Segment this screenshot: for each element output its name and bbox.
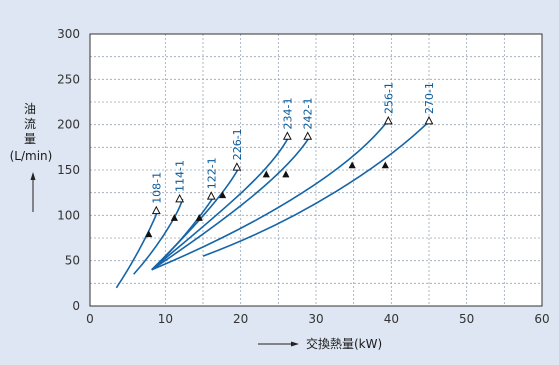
y-tick-label: 150: [57, 163, 80, 177]
series-markers: [145, 115, 434, 238]
series-marker-filled-122-1: [195, 214, 203, 221]
series-marker-open-114-1: [175, 193, 185, 203]
series-marker-open-234-1: [282, 131, 292, 140]
series-marker-filled-242-1: [282, 170, 290, 178]
series-marker-open-256-1: [383, 115, 393, 125]
series-line-270-1: [202, 119, 432, 257]
series-line-234-1: [151, 136, 290, 271]
series-marker-open-270-1: [424, 115, 434, 125]
series-label-256-1: 256-1: [382, 82, 395, 114]
series-label-108-1: 108-1: [150, 172, 163, 204]
series-line-256-1: [151, 119, 389, 271]
series-marker-open-242-1: [303, 131, 313, 140]
axes: [89, 33, 543, 307]
y-tick-label: 50: [65, 254, 80, 268]
series-marker-filled-114-1: [170, 214, 178, 221]
x-tick-label: 40: [384, 312, 399, 326]
x-tick-label: 30: [308, 312, 323, 326]
series-label-114-1: 114-1: [174, 160, 187, 192]
x-axis-arrow: [258, 341, 299, 347]
y-axis-arrow: [30, 172, 36, 212]
x-tick-label: 10: [158, 312, 173, 326]
series-curves: [115, 119, 432, 289]
series-marker-filled-256-1: [348, 161, 356, 169]
series-label-242-1: 242-1: [302, 97, 315, 129]
series-labels: 108-1 114-1 122-1 226-1 234-1 242-1 256-1 270-1: [150, 82, 436, 204]
y-tick-label: 0: [72, 299, 80, 313]
y-axis-label-char-3: 量: [24, 132, 36, 146]
x-axis-label: 交換熱量(kW): [306, 336, 382, 351]
series-marker-filled-226-1: [218, 191, 227, 199]
series-marker-filled-234-1: [262, 170, 270, 178]
series-label-270-1: 270-1: [423, 82, 436, 114]
series-marker-open-108-1: [151, 205, 161, 215]
series-marker-filled-270-1: [381, 161, 389, 169]
y-axis-label-char-2: 流: [24, 117, 36, 131]
series-marker-open-122-1: [206, 191, 216, 200]
series-marker-open-226-1: [232, 162, 242, 171]
series-line-226-1: [151, 166, 240, 271]
y-tick-label: 300: [57, 27, 80, 41]
series-marker-filled-108-1: [145, 230, 153, 238]
y-axis-label-unit: (L/min): [10, 149, 53, 163]
x-tick-label: 60: [534, 312, 549, 326]
series-line-114-1: [133, 198, 184, 275]
grid: [90, 34, 542, 306]
x-tick-label: 20: [233, 312, 248, 326]
x-tick-label: 0: [86, 312, 94, 326]
series-line-242-1: [151, 136, 311, 271]
y-tick-label: 250: [57, 72, 80, 86]
x-tick-label: 50: [459, 312, 474, 326]
y-axis-label-char-1: 油: [24, 102, 36, 116]
series-label-122-1: 122-1: [205, 157, 218, 189]
series-line-108-1: [115, 210, 159, 289]
y-tick-label: 200: [57, 118, 80, 132]
series-label-234-1: 234-1: [281, 97, 294, 129]
series-label-226-1: 226-1: [231, 128, 244, 160]
plot-frame: [89, 33, 543, 307]
tick-labels: 0 10 20 30 40 50 60 0 50 100 150 200 250 300: [57, 27, 550, 326]
y-tick-label: 100: [57, 208, 80, 222]
